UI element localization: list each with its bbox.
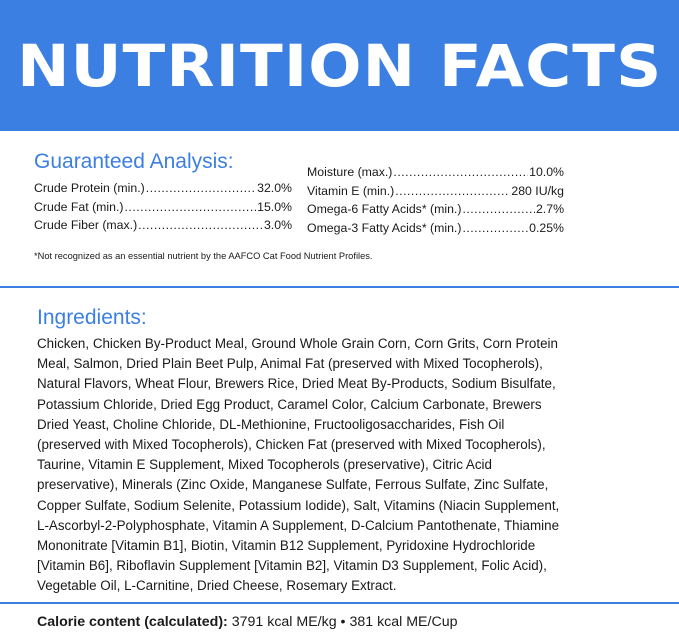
ingredients-heading: Ingredients: [37, 306, 147, 329]
guaranteed-analysis-heading: Guaranteed Analysis: [34, 150, 234, 173]
dot-leader [146, 179, 256, 198]
ingredients-line: L-Ascorbyl-2-Polyphosphate, Vitamin A Su… [37, 517, 560, 533]
dot-leader [395, 182, 510, 201]
dot-leader [462, 200, 535, 219]
section-divider [0, 602, 679, 604]
analysis-value: 2.7% [535, 202, 564, 216]
analysis-label: Crude Fat (min.) [34, 199, 124, 214]
ingredients-line: Dried Yeast, Choline Chloride, DL-Methio… [37, 416, 505, 432]
calorie-label: Calorie content (calculated): [37, 614, 228, 630]
analysis-value: 280 IU/kg [511, 183, 564, 198]
analysis-value: 3.0% [263, 218, 292, 232]
analysis-value: 15.0% [257, 199, 292, 214]
analysis-row: Omega-3 Fatty Acids* (min.) 0.25% [307, 219, 564, 238]
ingredients-line: Potassium Chloride, Dried Egg Product, C… [37, 396, 542, 412]
ingredients-line: Copper Sulfate, Sodium Selenite, Potassi… [37, 497, 560, 513]
dot-leader [138, 216, 263, 235]
analysis-value: 32.0% [257, 181, 292, 195]
ingredients-line: Natural Flavors, Wheat Flour, Brewers Ri… [37, 376, 556, 392]
analysis-column-right: Moisture (max.) 10.0% Vitamin E (min.) 2… [307, 163, 564, 237]
ingredients-text: Chicken, Chicken By-Product Meal, Ground… [37, 334, 637, 597]
calorie-content: Calorie content (calculated): 3791 kcal … [37, 614, 458, 630]
header-banner: NUTRITION FACTS [0, 0, 679, 131]
ingredients-line: Mononitrate [Vitamin B1], Biotin, Vitami… [37, 538, 536, 554]
analysis-row: Crude Fat (min.) 15.0% [34, 198, 292, 217]
aafco-footnote: *Not recognized as an essential nutrient… [34, 251, 373, 261]
ingredients-line: Vegetable Oil, L-Carnitine, Dried Cheese… [37, 578, 397, 594]
ingredients-line: Taurine, Vitamin E Supplement, Mixed Toc… [37, 457, 492, 473]
analysis-value: 0.25% [529, 220, 564, 235]
ingredients-line: Chicken, Chicken By-Product Meal, Ground… [37, 336, 558, 351]
analysis-label: Omega-6 Fatty Acids* (min.) [307, 202, 462, 216]
dot-leader [462, 219, 528, 238]
analysis-row: Crude Protein (min.) 32.0% [34, 179, 292, 198]
analysis-column-left: Crude Protein (min.) 32.0% Crude Fat (mi… [34, 179, 292, 235]
calorie-value: 3791 kcal ME/kg • 381 kcal ME/Cup [227, 614, 458, 630]
analysis-label: Moisture (max.) [307, 165, 393, 179]
analysis-label: Vitamin E (min.) [307, 183, 395, 198]
dot-leader [125, 198, 257, 217]
dot-leader [393, 163, 528, 182]
ingredients-line: [Vitamin B6], Riboflavin Supplement [Vit… [37, 558, 547, 574]
analysis-value: 10.0% [529, 165, 564, 179]
ingredients-line: (preserved with Mixed Tocopherols), Chic… [37, 437, 546, 453]
ingredients-line: preservative), Minerals (Zinc Oxide, Man… [37, 477, 549, 493]
analysis-label: Crude Fiber (max.) [34, 218, 138, 232]
analysis-row: Vitamin E (min.) 280 IU/kg [307, 182, 564, 201]
page-title: NUTRITION FACTS [16, 31, 663, 100]
analysis-label: Omega-3 Fatty Acids* (min.) [307, 220, 462, 235]
ingredients-line: Meal, Salmon, Dried Plain Beet Pulp, Ani… [37, 356, 543, 372]
section-divider [0, 286, 679, 288]
analysis-row: Moisture (max.) 10.0% [307, 163, 564, 182]
analysis-row: Omega-6 Fatty Acids* (min.) 2.7% [307, 200, 564, 219]
analysis-row: Crude Fiber (max.) 3.0% [34, 216, 292, 235]
analysis-label: Crude Protein (min.) [34, 181, 145, 195]
